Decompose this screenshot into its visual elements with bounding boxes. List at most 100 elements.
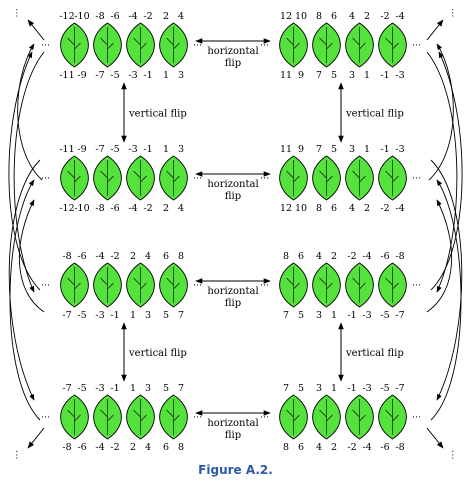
leaf [279,22,308,68]
dots-right: ··· [412,280,421,291]
label-top: -3 [395,144,404,155]
label-bottom: 8 [316,203,322,214]
leaf [93,394,122,440]
leaf-vein [166,277,174,286]
label-bottom: 5 [298,310,304,321]
label-top: -9 [77,144,86,155]
label-bottom: 4 [316,442,322,453]
label-bottom: -4 [395,203,404,214]
leaf-vein [140,414,147,422]
leaf [345,394,374,440]
row-3-left-block: ··· ··· -8 -6 -4 -2 2 4 6 8 -7 -5 -3 -1 1 3 5 7 [41,251,202,321]
leaf-vein [74,282,81,290]
label-bottom: 4 [145,442,151,453]
label-bottom: -6 [77,442,86,453]
horizontal-flip-label: flip [225,298,241,309]
leaf-vein [173,282,180,290]
label-top: -1 [347,383,356,394]
dots-left: ··· [260,412,269,423]
label-bottom: -9 [77,70,86,81]
leaf-vein [326,175,333,183]
leaf [126,155,155,201]
leaf-vein [133,170,141,179]
label-top: -2 [143,11,152,22]
label-top: -5 [77,383,86,394]
leaf-vein [326,414,333,422]
leaf-vein [385,409,393,418]
leaf-vein [319,409,327,418]
label-bottom: 7 [316,70,322,81]
label-top: -6 [380,251,389,262]
leaf-vein [67,277,75,286]
leaf-vein [319,277,327,286]
leaf-vein [74,42,81,50]
label-bottom: -10 [74,203,89,214]
label-bottom: -5 [380,310,389,321]
leaf [159,394,188,440]
leaf-vein [293,42,300,50]
connector-curve [13,51,45,293]
leaf-vein [293,175,300,183]
label-bottom: -2 [143,203,152,214]
label-top: 4 [145,251,151,262]
label-top: 3 [316,383,322,394]
leaf-vein [173,42,180,50]
leaf-vein [166,409,174,418]
leaf-vein [326,42,333,50]
label-top: -8 [95,11,104,22]
label-bottom: 8 [283,442,289,453]
leaf-vein [100,170,108,179]
label-bottom: 1 [163,70,169,81]
leaf-vein [326,282,333,290]
label-top: -4 [128,11,137,22]
label-top: 1 [163,144,169,155]
label-bottom: -4 [95,442,104,453]
leaf [312,22,341,68]
leaf [345,262,374,308]
label-bottom: 4 [349,203,355,214]
label-bottom: -11 [59,70,74,81]
leaf-vein [286,37,294,46]
label-bottom: -8 [62,442,71,453]
diagonal-arrow [27,427,45,449]
leaf [378,262,407,308]
leaf [312,394,341,440]
leaf-vein [133,409,141,418]
label-top: -8 [395,251,404,262]
label-bottom: 8 [178,442,184,453]
label-top: -2 [110,251,119,262]
label-top: 8 [178,251,184,262]
connector-curve [426,199,452,313]
label-top: -6 [77,251,86,262]
leaf-vein [286,409,294,418]
label-bottom: -1 [110,310,119,321]
label-top: -7 [95,144,104,155]
leaf-vein [74,175,81,183]
leaf-vein [385,37,393,46]
dots-left: ··· [41,40,50,51]
row-4-left-block: ··· ··· -7 -5 -3 -1 1 3 5 7 -8 -6 -4 -2 2 4 6 8 [41,383,202,453]
vertical-ellipsis: ⋮ [448,450,458,461]
label-top: 2 [163,11,169,22]
leaf-vein [67,170,75,179]
label-bottom: 3 [316,310,322,321]
leaf [93,155,122,201]
label-bottom: -3 [362,310,371,321]
leaf [345,22,374,68]
figure-caption: Figure A.2. [198,463,273,477]
label-bottom: -5 [77,310,86,321]
leaf-vein [100,277,108,286]
label-top: 1 [364,144,370,155]
label-top: 10 [295,11,307,22]
dots-right: ··· [412,40,421,51]
label-bottom: -4 [128,203,137,214]
leaf-vein [352,37,360,46]
label-top: -7 [62,383,71,394]
label-bottom: -6 [110,203,119,214]
horizontal-flip-label: horizontal [207,418,258,429]
leaf [279,155,308,201]
leaf [279,262,308,308]
connector-curve [17,43,43,181]
leaf-vein [166,37,174,46]
label-bottom: 3 [178,70,184,81]
